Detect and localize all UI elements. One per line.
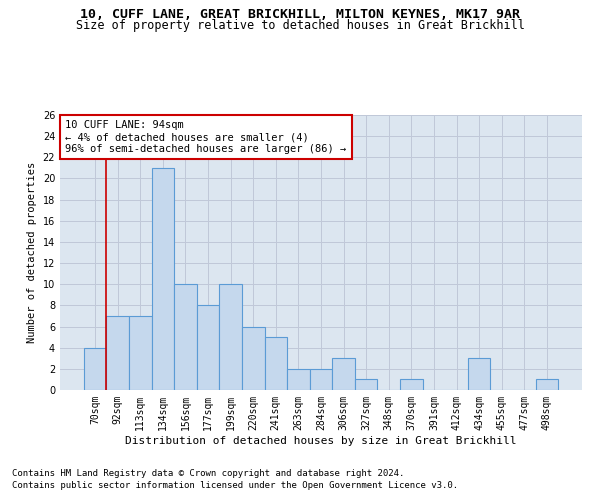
Bar xyxy=(332,358,355,390)
Bar xyxy=(220,284,242,390)
Bar xyxy=(174,284,197,390)
Text: Size of property relative to detached houses in Great Brickhill: Size of property relative to detached ho… xyxy=(76,18,524,32)
Text: 10, CUFF LANE, GREAT BRICKHILL, MILTON KEYNES, MK17 9AR: 10, CUFF LANE, GREAT BRICKHILL, MILTON K… xyxy=(80,8,520,20)
Bar xyxy=(310,369,332,390)
Bar xyxy=(242,326,265,390)
Bar xyxy=(536,380,558,390)
Text: Contains HM Land Registry data © Crown copyright and database right 2024.: Contains HM Land Registry data © Crown c… xyxy=(12,468,404,477)
Text: 10 CUFF LANE: 94sqm
← 4% of detached houses are smaller (4)
96% of semi-detached: 10 CUFF LANE: 94sqm ← 4% of detached hou… xyxy=(65,120,346,154)
Bar xyxy=(84,348,106,390)
Bar xyxy=(355,380,377,390)
Bar xyxy=(287,369,310,390)
Text: Contains public sector information licensed under the Open Government Licence v3: Contains public sector information licen… xyxy=(12,481,458,490)
Bar xyxy=(197,306,220,390)
Y-axis label: Number of detached properties: Number of detached properties xyxy=(27,162,37,343)
Bar xyxy=(400,380,422,390)
Bar xyxy=(129,316,152,390)
Bar xyxy=(468,358,490,390)
Bar xyxy=(106,316,129,390)
Bar xyxy=(152,168,174,390)
Bar xyxy=(265,337,287,390)
X-axis label: Distribution of detached houses by size in Great Brickhill: Distribution of detached houses by size … xyxy=(125,436,517,446)
